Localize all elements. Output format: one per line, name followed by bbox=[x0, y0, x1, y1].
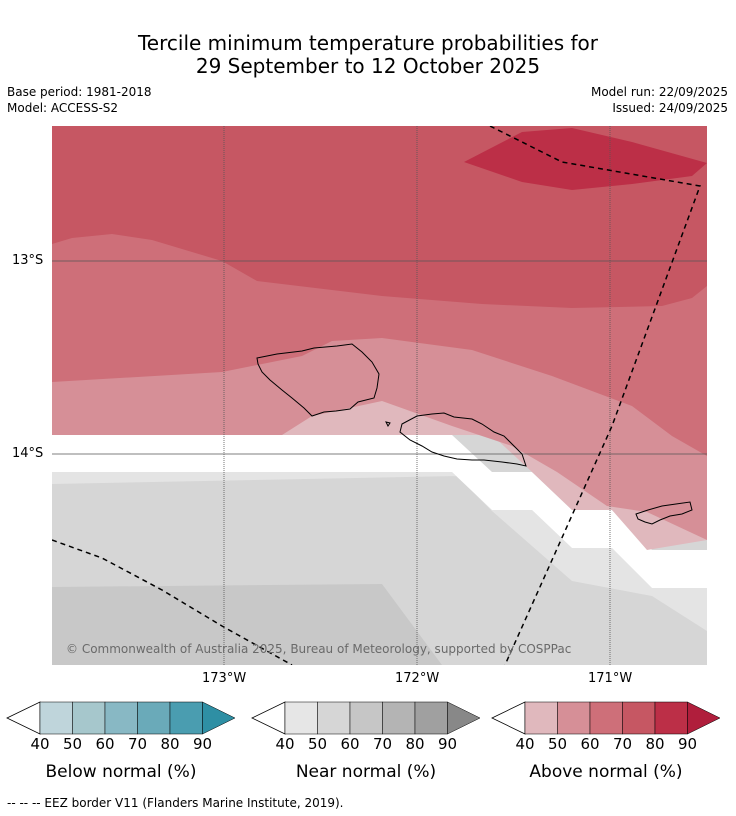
above-normal-label: Above normal (%) bbox=[529, 762, 683, 782]
above-swatch-40 bbox=[524, 701, 558, 735]
below-tick-90: 90 bbox=[192, 735, 213, 753]
tutuila-island bbox=[635, 501, 693, 525]
coastlines bbox=[256, 343, 693, 525]
near-normal-light-region bbox=[52, 472, 707, 631]
title-line-1: Tercile minimum temperature probabilitie… bbox=[137, 31, 599, 55]
white-band bbox=[52, 435, 707, 588]
above-tick-80: 80 bbox=[645, 735, 665, 753]
below-swatch-50 bbox=[72, 701, 106, 735]
below-swatch-40 bbox=[39, 701, 73, 735]
eez-border-south bbox=[52, 539, 293, 665]
below-swatch-90 bbox=[202, 701, 236, 735]
below-tick-70: 70 bbox=[127, 735, 148, 753]
near-tick-90: 90 bbox=[437, 735, 458, 753]
graticule bbox=[52, 126, 707, 665]
near-swatch-80 bbox=[414, 701, 448, 735]
lat-label-14s: 14°S bbox=[12, 446, 44, 461]
above-swatch-70 bbox=[622, 701, 656, 735]
copyright-text: © Commonwealth of Australia 2025, Bureau… bbox=[66, 642, 571, 656]
lon-label-172w: 172°W bbox=[395, 671, 440, 686]
near-normal-colorbar bbox=[251, 701, 481, 735]
below-tick-50: 50 bbox=[62, 735, 83, 753]
near-tick-80: 80 bbox=[405, 735, 425, 753]
below-tick-60: 60 bbox=[95, 735, 115, 753]
title-line-2: 29 September to 12 October 2025 bbox=[195, 54, 541, 78]
near-below-40-arrow bbox=[251, 701, 286, 735]
lon-label-173w: 173°W bbox=[202, 671, 247, 686]
base-period: Base period: 1981-2018 bbox=[7, 85, 152, 99]
below-swatch-60 bbox=[104, 701, 138, 735]
below-normal-label: Below normal (%) bbox=[45, 762, 197, 782]
above-tick-60: 60 bbox=[580, 735, 600, 753]
below-normal-colorbar bbox=[6, 701, 236, 735]
upolu-island bbox=[399, 412, 527, 467]
small-islet bbox=[385, 421, 391, 427]
eez-legend-footer: -- -- -- EEZ border V11 (Flanders Marine… bbox=[7, 796, 344, 810]
above-tick-40: 40 bbox=[515, 735, 535, 753]
probability-map: © Commonwealth of Australia 2025, Bureau… bbox=[52, 126, 707, 665]
near-normal-50-region bbox=[52, 584, 442, 665]
issued-date: Issued: 24/09/2025 bbox=[612, 101, 728, 115]
near-tick-50: 50 bbox=[307, 735, 328, 753]
near-normal-label: Near normal (%) bbox=[295, 762, 437, 782]
lon-label-171w: 171°W bbox=[588, 671, 633, 686]
above-swatch-60 bbox=[589, 701, 623, 735]
colorbars bbox=[6, 701, 721, 735]
below-tick-80: 80 bbox=[160, 735, 180, 753]
model-run: Model run: 22/09/2025 bbox=[590, 85, 728, 99]
savaii-island bbox=[256, 343, 380, 417]
near-tick-60: 60 bbox=[340, 735, 360, 753]
above-below-40-arrow bbox=[491, 701, 526, 735]
near-tick-40: 40 bbox=[275, 735, 295, 753]
near-tick-70: 70 bbox=[372, 735, 393, 753]
eez-border bbox=[52, 126, 702, 665]
lat-label-13s: 13°S bbox=[12, 253, 44, 268]
above-swatch-80 bbox=[654, 701, 688, 735]
above-tick-50: 50 bbox=[547, 735, 568, 753]
above-tick-90: 90 bbox=[677, 735, 698, 753]
above-swatch-90 bbox=[687, 701, 721, 735]
near-swatch-90 bbox=[447, 701, 481, 735]
below-swatch-80 bbox=[169, 701, 203, 735]
near-swatch-40 bbox=[284, 701, 318, 735]
near-swatch-60 bbox=[349, 701, 383, 735]
near-swatch-50 bbox=[317, 701, 351, 735]
below-below-40-arrow bbox=[6, 701, 41, 735]
model-name: Model: ACCESS-S2 bbox=[7, 101, 119, 115]
above-swatch-50 bbox=[557, 701, 591, 735]
above-tick-70: 70 bbox=[612, 735, 633, 753]
above-normal-colorbar bbox=[491, 701, 721, 735]
below-swatch-70 bbox=[137, 701, 171, 735]
near-swatch-70 bbox=[382, 701, 416, 735]
eez-border-north bbox=[489, 126, 702, 665]
below-tick-40: 40 bbox=[30, 735, 50, 753]
